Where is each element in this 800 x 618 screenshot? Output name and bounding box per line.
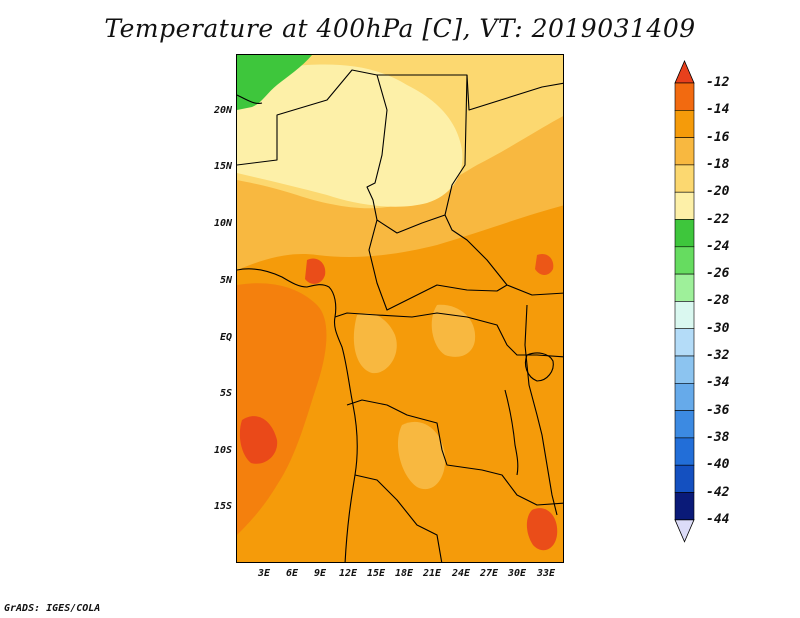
- legend-swatch: [674, 382, 695, 411]
- legend-swatch: [674, 301, 695, 329]
- legend-label: -40: [706, 457, 730, 473]
- legend-label: -18: [706, 156, 730, 172]
- lat-tick-10s: 10S: [213, 445, 232, 456]
- field-hot-spot-2: [305, 258, 326, 284]
- legend-swatch: [674, 410, 695, 439]
- legend-swatch: [674, 328, 695, 357]
- field-hot-spot-3: [526, 508, 558, 551]
- legend-swatch: [674, 437, 695, 466]
- country-borders: [237, 69, 563, 562]
- lat-tick-20n: 20N: [213, 105, 232, 116]
- lon-tick-30e: 30E: [507, 568, 527, 579]
- lat-tick-15s: 15S: [213, 501, 232, 512]
- field-green-patch: [237, 55, 312, 110]
- legend-swatch: [674, 219, 695, 248]
- legend-swatch: [674, 82, 695, 111]
- lat-tick-15n: 15N: [213, 161, 232, 172]
- legend-arrow-top: [674, 59, 695, 84]
- color-legend: [674, 59, 695, 543]
- lat-tick-5s: 5S: [219, 388, 232, 399]
- border-nw-small: [237, 94, 263, 104]
- lon-tick-27e: 27E: [479, 568, 499, 579]
- legend-swatch: [674, 355, 695, 384]
- field-hot-spot-1: [239, 416, 278, 464]
- field-patch-2: [431, 304, 476, 357]
- border-car: [368, 214, 508, 311]
- field-band-cream: [237, 64, 463, 207]
- temperature-map: [236, 54, 564, 563]
- legend-label: -26: [706, 266, 730, 282]
- border-angola: [354, 474, 443, 562]
- lake-tanganyika: [504, 389, 519, 476]
- lon-tick-18e: 18E: [394, 568, 414, 579]
- legend-label: -22: [706, 211, 730, 227]
- field-patch-3: [397, 421, 446, 490]
- legend-arrow-bottom: [674, 519, 695, 543]
- border-congo-north: [334, 312, 563, 358]
- legend-label: -42: [706, 484, 730, 500]
- lon-tick-12e: 12E: [338, 568, 358, 579]
- lat-tick-5n: 5N: [219, 275, 232, 286]
- legend-label: -20: [706, 184, 730, 200]
- lon-tick-21e: 21E: [422, 568, 442, 579]
- lon-tick-9e: 9E: [313, 568, 327, 579]
- legend-label: -14: [706, 102, 730, 118]
- lon-tick-15e: 15E: [366, 568, 386, 579]
- credit-text: GrADS: IGES/COLA: [4, 603, 101, 614]
- legend-label: -36: [706, 402, 730, 418]
- legend-label: -30: [706, 320, 730, 336]
- legend-swatch: [674, 464, 695, 493]
- border-chad: [444, 74, 563, 296]
- lon-tick-3e: 3E: [257, 568, 271, 579]
- legend-label: -24: [706, 238, 730, 254]
- legend-label: -32: [706, 348, 730, 363]
- legend-label: -38: [706, 429, 730, 445]
- field-warm-west: [237, 283, 327, 535]
- legend-swatch: [674, 246, 695, 275]
- temperature-field: [237, 55, 563, 562]
- lake-victoria: [524, 352, 554, 382]
- lat-tick-10n: 10N: [213, 218, 232, 229]
- border-congo-south: [346, 399, 563, 506]
- map-title: Temperature at 400hPa [C], VT: 201903140…: [104, 14, 696, 43]
- legend-label: -28: [706, 293, 730, 309]
- legend-swatch: [674, 273, 695, 302]
- legend-swatch: [674, 164, 695, 193]
- legend-swatch: [674, 191, 695, 220]
- field-hot-spot-4: [535, 253, 554, 275]
- legend-swatch: [674, 137, 695, 166]
- legend-swatch: [674, 109, 695, 138]
- lon-tick-6e: 6E: [285, 568, 299, 579]
- lon-tick-33e: 33E: [536, 568, 556, 579]
- border-north: [377, 74, 563, 111]
- legend-label: -16: [706, 129, 730, 145]
- border-sahel: [237, 69, 388, 221]
- legend-label: -34: [706, 375, 730, 391]
- field-patch-1: [353, 313, 397, 374]
- coastline-west: [237, 268, 358, 562]
- field-band-ne: [467, 55, 563, 147]
- legend-swatch: [674, 492, 695, 521]
- lat-tick-eq: EQ: [219, 332, 232, 343]
- border-east: [524, 304, 558, 516]
- lon-tick-24e: 24E: [451, 568, 471, 579]
- legend-label: -44: [706, 511, 730, 527]
- legend-label: -12: [706, 75, 730, 90]
